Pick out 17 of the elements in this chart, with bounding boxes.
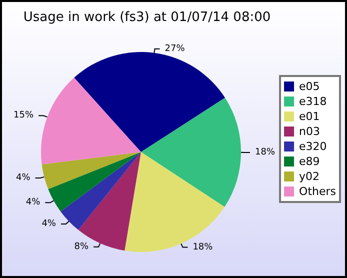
legend-label: y02: [299, 170, 320, 183]
legend-label: e320: [299, 140, 327, 153]
chart-title: Usage in work (fs3) at 01/07/14 08:00: [23, 10, 271, 25]
data-label: 4%: [26, 198, 41, 208]
legend-label: Others: [299, 185, 336, 198]
legend-label: e318: [299, 95, 327, 108]
data-label: 18%: [192, 242, 214, 252]
legend-label: e89: [299, 155, 320, 168]
data-label: 4%: [16, 172, 31, 183]
data-label: 18%: [255, 147, 276, 158]
data-label: 8%: [74, 242, 89, 252]
data-label: 27%: [164, 44, 186, 54]
legend-label: e05: [299, 80, 320, 93]
data-label: 15%: [14, 110, 34, 121]
legend-label: n03: [299, 125, 320, 138]
legend-label: e01: [299, 110, 320, 123]
data-label: 4%: [42, 219, 56, 230]
